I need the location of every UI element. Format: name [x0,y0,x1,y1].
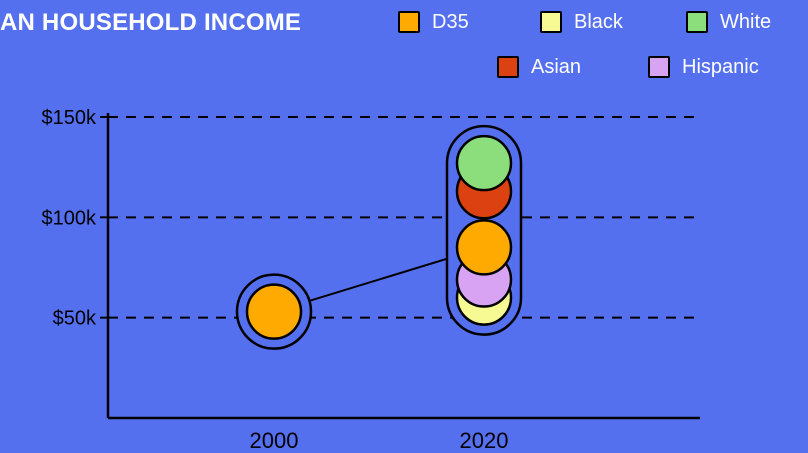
legend-swatch-hispanic [648,56,670,78]
legend-label-white: White [720,10,772,33]
chart-title: AN HOUSEHOLD INCOME [0,9,302,36]
legend-item-black: Black [540,8,623,36]
x-tick-label: 2020 [460,428,509,453]
y-tick-labels: $50k $100k $150k [42,107,97,330]
axes [100,113,700,420]
point-d35-2020 [455,219,513,276]
legend-label-d35: D35 [432,10,469,33]
legend-item-hispanic: Hispanic [648,53,759,81]
legend-label-black: Black [574,10,623,33]
legend-swatch-asian [497,56,519,78]
y-tick-label: $150k [42,107,97,129]
legend-swatch-black [540,11,562,33]
legend-swatch-d35 [398,11,420,33]
data-points [245,134,513,340]
legend-item-white: White [686,8,771,36]
point-white-2020 [455,134,513,192]
legend-label-hispanic: Hispanic [682,55,759,78]
y-tick-label: $50k [53,308,97,330]
legend-label-asian: Asian [531,55,582,78]
legend-item-asian: Asian [497,53,581,81]
legend-item-d35: D35 [398,8,469,36]
grid [108,116,700,319]
point-d35-2000 [245,283,303,340]
y-tick-label: $100k [42,207,97,229]
x-tick-label: 2000 [250,428,299,453]
x-tick-labels: 2000 2020 [250,428,509,453]
legend: D35 Black White Asian Hispanic [0,0,808,90]
legend-swatch-white [686,11,708,33]
